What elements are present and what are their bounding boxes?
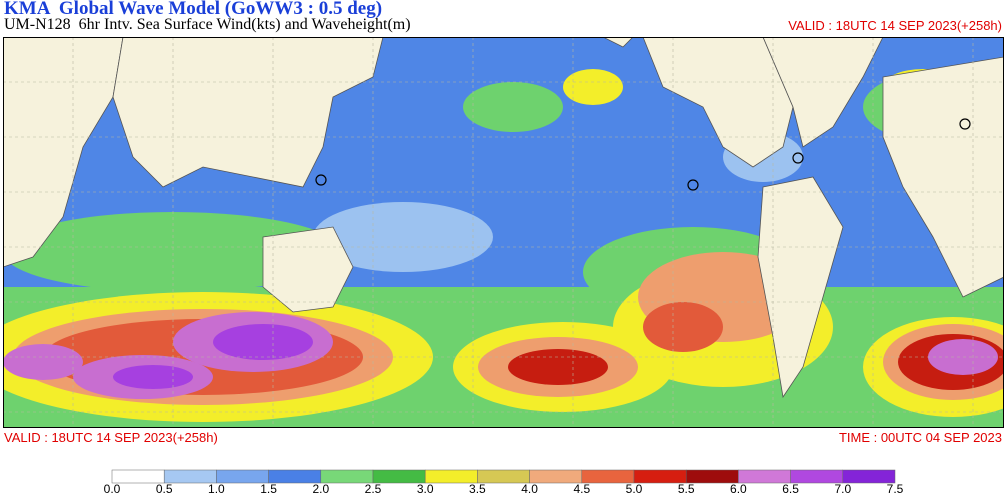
colorbar-label: 3.5 [469, 482, 486, 496]
color-swatch [842, 469, 896, 484]
subtitle: UM-N128 6hr Intv. Sea Surface Wind(kts) … [4, 16, 411, 33]
colorbar-label: 5.5 [678, 482, 695, 496]
valid-time: VALID : 18UTC 14 SEP 2023(+258h) [788, 18, 1002, 33]
colorbar-label: 4.5 [573, 482, 590, 496]
colorbar-label: 6.5 [782, 482, 799, 496]
colorbar-label: 0.0 [104, 482, 121, 496]
colorbar-label: 7.0 [834, 482, 851, 496]
colorbar-label: 6.0 [730, 482, 747, 496]
colorbar-label: 1.0 [208, 482, 225, 496]
init-time: TIME : 00UTC 04 SEP 2023 [838, 430, 1002, 445]
colorbar: 0.0 0.5 1.0 1.5 2.0 2.5 3.0 3.5 4.0 4.5 5.0 5.5 6.0 6… [104, 469, 904, 496]
valid-time: VALID : 18UTC 14 SEP 2023(+258h) [4, 430, 218, 445]
colorbar-label: 5.0 [626, 482, 643, 496]
colorbar-label: 0.5 [156, 482, 173, 496]
wave-map [3, 37, 1004, 428]
colorbar-label: 3.0 [417, 482, 434, 496]
colorbar-label: 2.5 [365, 482, 382, 496]
colorbar-label: 1.5 [260, 482, 277, 496]
colorbar-label: 7.5 [887, 482, 904, 496]
colorbar-label: 4.0 [521, 482, 538, 496]
colorbar-label: 2.0 [312, 482, 329, 496]
title: KMA Global Wave Model (GoWW3 : 0.5 deg) [4, 0, 383, 19]
